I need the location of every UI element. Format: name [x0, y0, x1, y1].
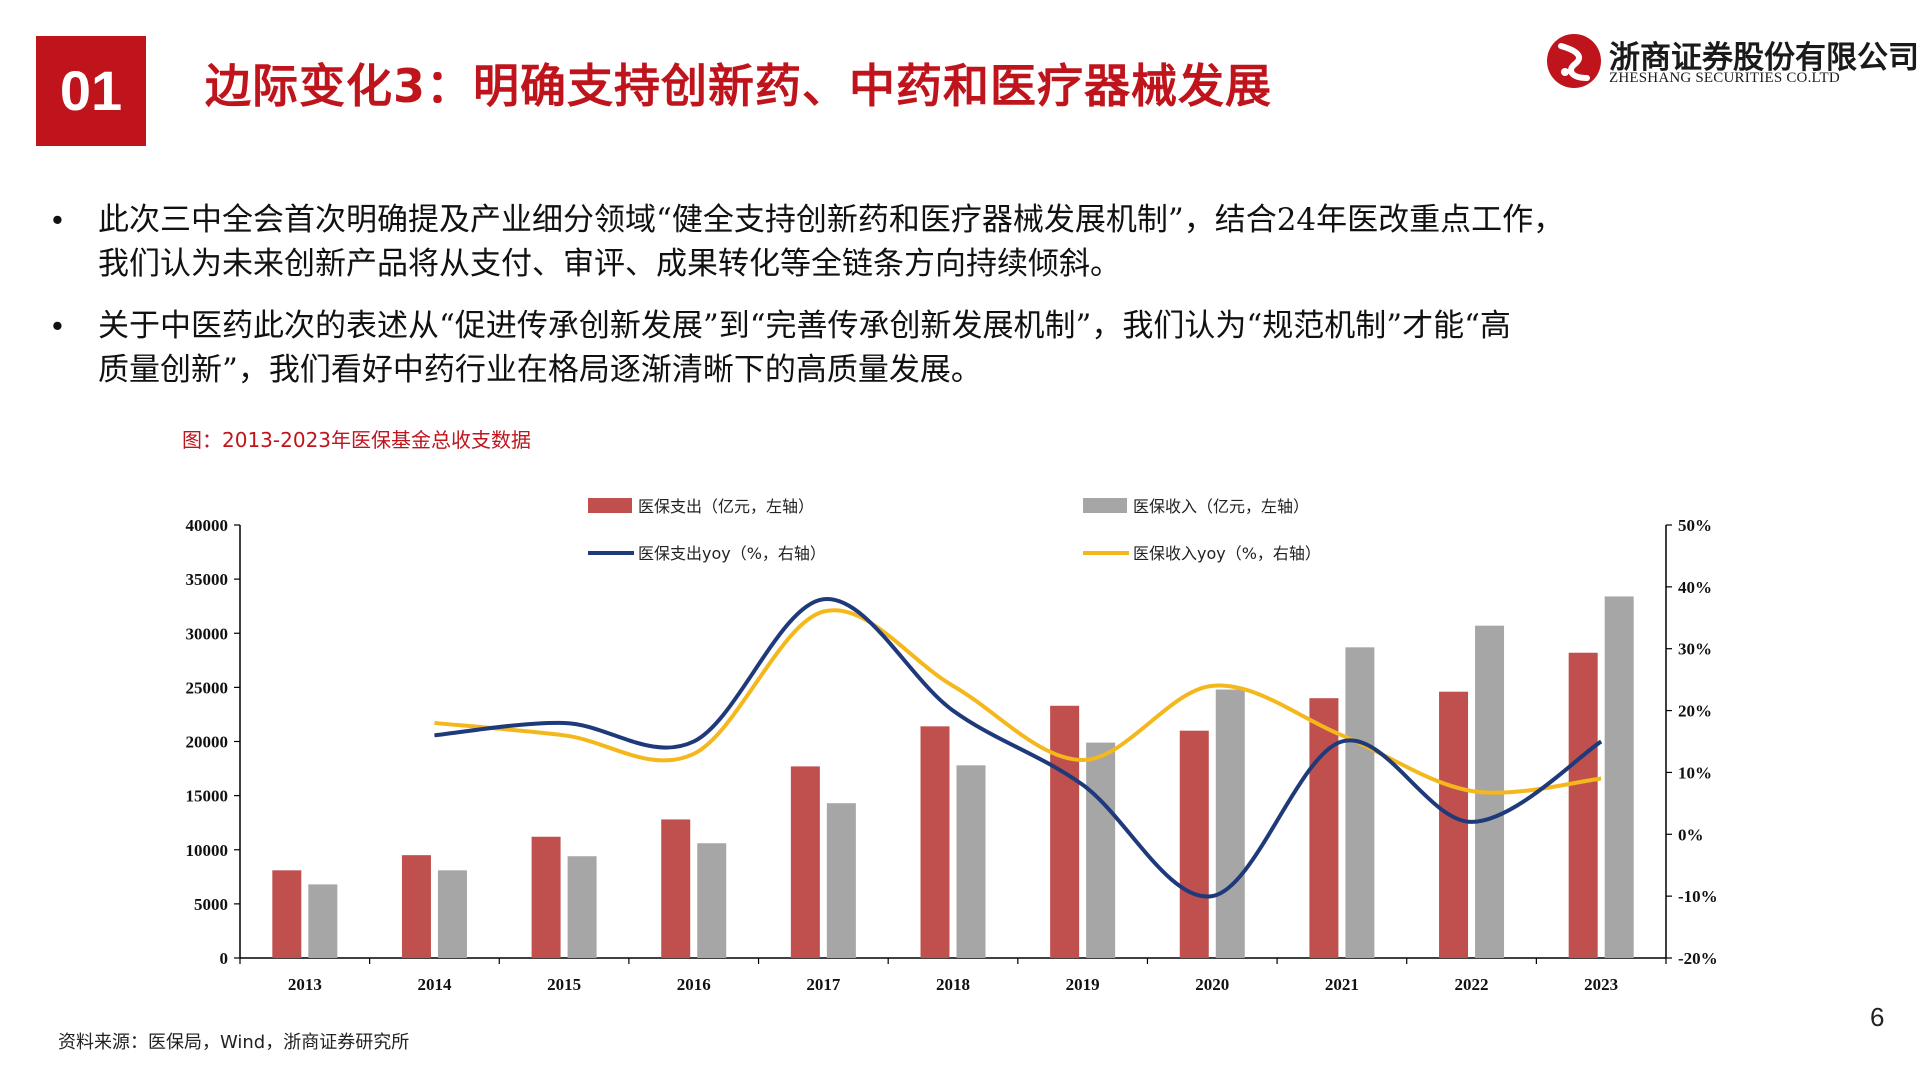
- left-tick-label: 30000: [186, 624, 229, 643]
- income-bar: [437, 870, 467, 958]
- income-bar: [308, 884, 338, 958]
- x-tick-label: 2021: [1325, 975, 1359, 994]
- right-tick-label: -20%: [1678, 949, 1718, 968]
- x-tick-label: 2016: [677, 975, 711, 994]
- right-tick-label: 40%: [1678, 578, 1712, 597]
- page-number: 6: [1870, 1002, 1885, 1032]
- left-tick-label: 15000: [186, 787, 229, 806]
- bullet-line: 此次三中全会首次明确提及产业细分领域“健全支持创新药和医疗器械发展机制”，结合2…: [98, 202, 1565, 238]
- expense-bar: [1439, 691, 1469, 958]
- income-yoy-line: [434, 608, 1602, 795]
- income-bar: [1215, 689, 1245, 958]
- income-bar: [567, 856, 597, 958]
- bullet-list: • 此次三中全会首次明确提及产业细分领域“健全支持创新药和医疗器械发展机制”，结…: [50, 198, 1890, 410]
- right-tick-label: 30%: [1678, 640, 1712, 659]
- section-number-badge: 01: [36, 36, 146, 146]
- expense-bar: [1568, 652, 1598, 958]
- bullet-dot-icon: •: [52, 308, 63, 343]
- income-bar: [697, 843, 727, 958]
- income-bar: [1345, 647, 1375, 958]
- right-tick-label: -10%: [1678, 887, 1718, 906]
- legend-income-swatch: [1083, 498, 1127, 513]
- x-tick-label: 2013: [288, 975, 322, 994]
- right-tick-label: 0%: [1678, 825, 1704, 844]
- income-bar: [1604, 596, 1634, 958]
- bullet-dot-icon: •: [52, 202, 63, 237]
- bullet-item: • 关于中医药此次的表述从“促进传承创新发展”到“完善传承创新发展机制”，我们认…: [50, 304, 1890, 392]
- legend-expense-label: 医保支出（亿元，左轴）: [638, 497, 814, 516]
- bullet-item: • 此次三中全会首次明确提及产业细分领域“健全支持创新药和医疗器械发展机制”，结…: [50, 198, 1890, 286]
- company-name-cn: 浙商证券股份有限公司: [1609, 40, 1919, 76]
- x-tick-label: 2020: [1195, 975, 1229, 994]
- right-tick-label: 10%: [1678, 763, 1712, 782]
- x-tick-label: 2017: [806, 975, 841, 994]
- page-title: 边际变化3：明确支持创新药、中药和医疗器械发展: [205, 59, 1273, 113]
- expense-bar: [1050, 705, 1080, 958]
- company-logo: 浙商证券股份有限公司 ZHESHANG SECURITIES CO.LTD: [1545, 30, 1919, 92]
- company-logo-icon: [1547, 34, 1601, 88]
- x-tick-label: 2014: [417, 975, 452, 994]
- right-tick-label: 50%: [1678, 516, 1712, 535]
- expense-bar: [272, 870, 302, 958]
- left-tick-label: 10000: [186, 841, 229, 860]
- expense-bar: [790, 766, 820, 958]
- expense-bar: [531, 836, 561, 958]
- expense-yoy-line: [434, 597, 1603, 899]
- left-tick-label: 20000: [186, 733, 229, 752]
- right-tick-label: 20%: [1678, 702, 1712, 721]
- income-bar: [826, 803, 856, 958]
- left-tick-label: 5000: [194, 895, 228, 914]
- x-tick-label: 2015: [547, 975, 581, 994]
- expense-bar: [920, 726, 950, 958]
- left-tick-label: 0: [220, 949, 229, 968]
- x-tick-label: 2023: [1584, 975, 1618, 994]
- expense-bar: [1179, 730, 1209, 958]
- expense-bar: [401, 855, 431, 958]
- company-name-en: ZHESHANG SECURITIES CO.LTD: [1609, 70, 1840, 86]
- expense-bar: [661, 819, 691, 958]
- x-tick-label: 2019: [1066, 975, 1100, 994]
- x-tick-label: 2022: [1455, 975, 1489, 994]
- figure-caption: 图：2013-2023年医保基金总收支数据: [182, 428, 532, 452]
- left-tick-label: 35000: [186, 570, 229, 589]
- bullet-line: 关于中医药此次的表述从“促进传承创新发展”到“完善传承创新发展机制”，我们认为“…: [98, 308, 1511, 344]
- bullet-line: 我们认为未来创新产品将从支付、审评、成果转化等全链条方向持续倾斜。: [98, 246, 1121, 282]
- income-bar: [956, 765, 986, 958]
- left-tick-label: 40000: [186, 516, 229, 535]
- legend-expense-yoy-label: 医保支出yoy（%，右轴）: [638, 544, 826, 563]
- legend-expense-swatch: [588, 498, 632, 513]
- bullet-line: 质量创新”，我们看好中药行业在格局逐渐清晰下的高质量发展。: [98, 352, 982, 388]
- left-tick-label: 25000: [186, 678, 229, 697]
- x-tick-label: 2018: [936, 975, 970, 994]
- legend-income-label: 医保收入（亿元，左轴）: [1133, 497, 1309, 516]
- income-bar: [1086, 742, 1116, 958]
- expense-bar: [1309, 698, 1339, 958]
- legend-income-yoy-label: 医保收入yoy（%，右轴）: [1133, 544, 1321, 563]
- source-note: 资料来源：医保局，Wind，浙商证券研究所: [58, 1032, 410, 1053]
